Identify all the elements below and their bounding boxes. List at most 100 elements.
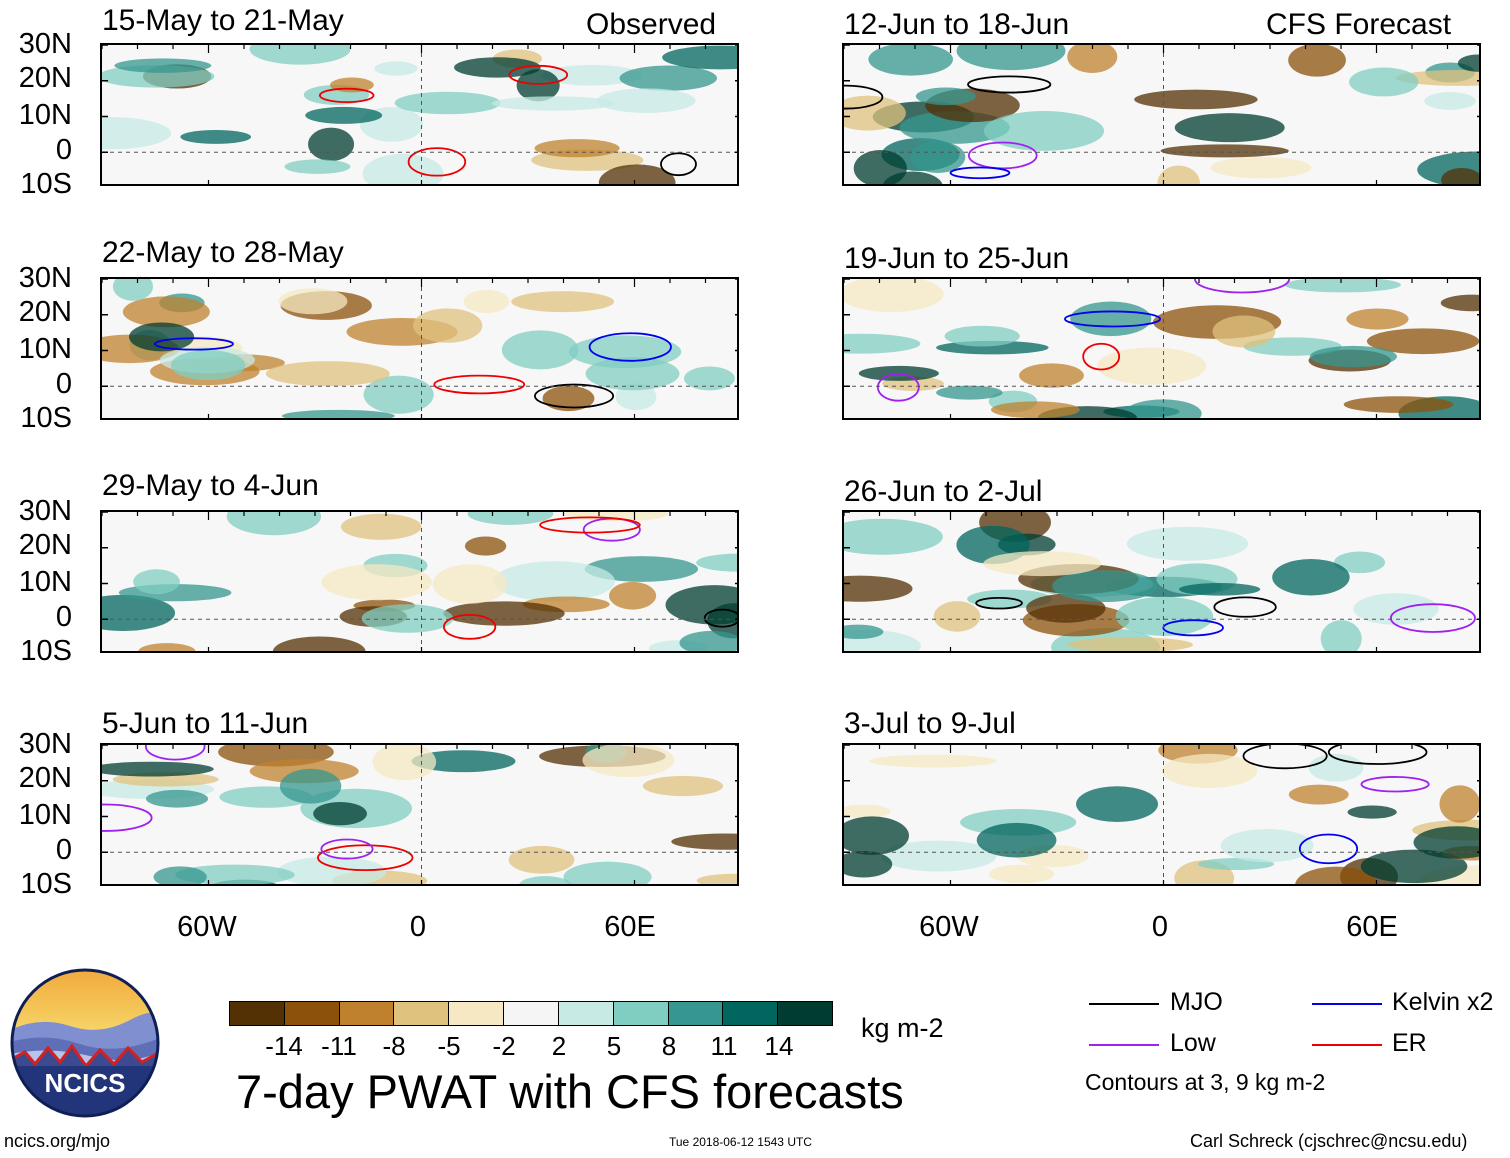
anomaly-blob [853, 150, 907, 184]
contour-line [1360, 776, 1430, 793]
footer-author: Carl Schreck (cjschrec@ncsu.edu) [1190, 1131, 1468, 1151]
anomaly-blob [1288, 784, 1349, 805]
contour-line [433, 374, 526, 395]
legend-label-er: ER [1392, 1029, 1427, 1057]
panel-title-right-4: 3-Jul to 9-Jul [844, 707, 1016, 740]
anomaly-blob [1076, 786, 1159, 822]
contour-line [407, 147, 467, 177]
anomaly-blob [844, 804, 891, 819]
contour-line [153, 337, 234, 351]
lat-label: 10N [18, 799, 72, 831]
colorbar-cell [284, 1002, 340, 1025]
anomaly-blob [464, 536, 507, 556]
legend-line-low [1089, 1044, 1159, 1046]
colorbar-tick: -11 [321, 1031, 357, 1061]
map-panel-left-2 [100, 277, 739, 420]
panel-title-right-2: 19-Jun to 25-Jun [844, 242, 1070, 275]
lon-label: 60W [177, 911, 237, 943]
contour-line [1194, 279, 1291, 294]
anomaly-blob [910, 141, 966, 173]
anomaly-blob [308, 127, 355, 161]
anomaly-blob [501, 330, 579, 370]
anomaly-blob [102, 761, 214, 777]
anomaly-blob [844, 575, 913, 602]
anomaly-blob [1124, 399, 1202, 418]
contour-line [508, 64, 569, 85]
lat-label: 30N [18, 262, 72, 294]
lon-label: 60E [1346, 911, 1398, 943]
anomaly-blob [1212, 315, 1276, 348]
panel-title-right-3: 26-Jun to 2-Jul [844, 475, 1043, 508]
map-svg [844, 512, 1479, 651]
anomaly-blob [361, 604, 454, 633]
anomaly-blob [1070, 301, 1152, 337]
anomaly-blob [976, 822, 1057, 858]
anomaly-blob [321, 564, 432, 601]
anomaly-blob [844, 518, 943, 555]
anomaly-blob [1295, 866, 1378, 884]
panel-title-left-4: 5-Jun to 11-Jun [102, 707, 309, 740]
anomaly-blob [1096, 347, 1207, 385]
lon-label: 0 [409, 911, 427, 943]
anomaly-blob [102, 594, 176, 631]
anomaly-blob [467, 512, 554, 525]
colorbar-units: kg m-2 [861, 1013, 944, 1043]
map-svg [102, 45, 737, 184]
legend-label-mjo: MJO [1170, 988, 1223, 1016]
anomaly-blob [1210, 156, 1312, 179]
anomaly-blob [844, 333, 921, 354]
anomaly-blob [944, 325, 1020, 347]
panel-title-left-3: 29-May to 4-Jun [102, 469, 319, 502]
contour-line [967, 75, 1052, 94]
main-title: 7-day PWAT with CFS forecasts [236, 1065, 904, 1118]
legend-line-kelvin [1312, 1003, 1382, 1005]
anomaly-blob [598, 164, 676, 184]
anomaly-blob [1067, 637, 1193, 651]
lat-label: 30N [18, 728, 72, 760]
anomaly-blob [665, 585, 737, 625]
lat-label: 10N [18, 333, 72, 365]
contour-line [318, 87, 375, 104]
contour-line [844, 84, 884, 110]
colorbar [229, 1001, 833, 1026]
contour-line [703, 608, 737, 628]
anomaly-blob [596, 88, 696, 113]
anomaly-blob [1284, 279, 1401, 293]
anomaly-blob [983, 111, 1105, 151]
anomaly-blob [305, 106, 383, 124]
map-panel-left-1 [100, 43, 739, 186]
anomaly-blob [284, 159, 351, 174]
map-svg [844, 745, 1479, 884]
contour-line [1327, 745, 1428, 765]
anomaly-blob [1366, 328, 1479, 355]
anomaly-blob [1320, 620, 1362, 651]
anomaly-blob [1309, 345, 1397, 368]
anomaly-blob [542, 385, 595, 412]
colorbar-tick: 5 [606, 1031, 622, 1061]
anomaly-blob [869, 754, 997, 768]
anomaly-blob [1026, 593, 1106, 623]
anomaly-blob [671, 833, 737, 850]
anomaly-blob [278, 288, 348, 315]
legend-label-kelvin: Kelvin x2 [1392, 988, 1494, 1016]
anomaly-blob [1179, 582, 1261, 596]
anomaly-blob [1134, 89, 1258, 110]
panel-title-right-1: 12-Jun to 18-Jun [844, 8, 1070, 41]
contour-line [320, 838, 374, 860]
anomaly-blob [1343, 396, 1454, 413]
panel-title-left-2: 22-May to 28-May [102, 236, 344, 269]
footer-url[interactable]: ncics.org/mjo [4, 1131, 111, 1151]
anomaly-blob [112, 279, 154, 301]
anomaly-blob [662, 45, 737, 70]
anomaly-blob [491, 96, 616, 111]
anomaly-blob [1019, 363, 1084, 388]
anomaly-blob [915, 87, 976, 106]
contour-note: Contours at 3, 9 kg m-2 [1085, 1069, 1326, 1095]
observed-title: Observed [586, 8, 717, 41]
lat-label: 10S [20, 868, 72, 900]
anomaly-blob [170, 350, 246, 381]
map-panel-left-4 [100, 743, 739, 886]
colorbar-tick: -8 [382, 1031, 406, 1061]
anomaly-blob [1413, 826, 1479, 859]
